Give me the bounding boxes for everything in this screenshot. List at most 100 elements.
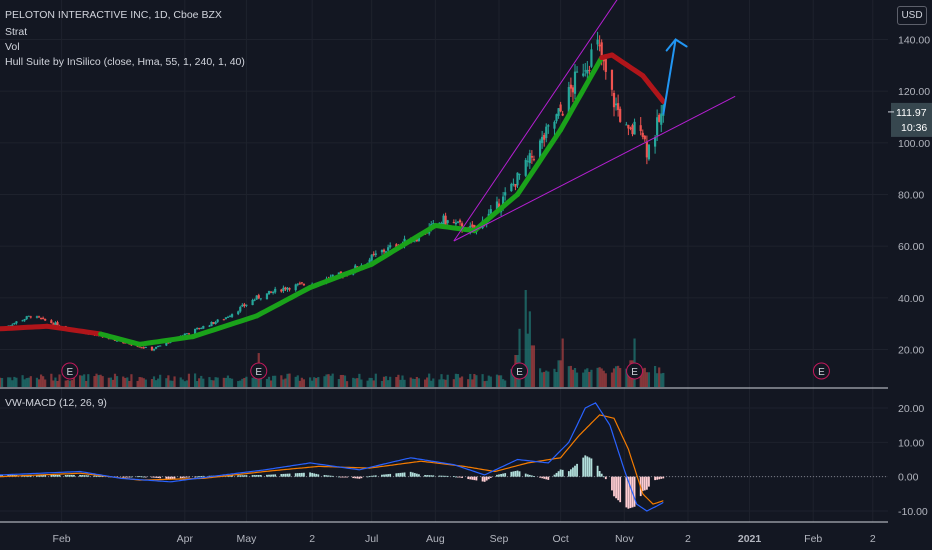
- candle-body: [458, 220, 462, 223]
- candle-body: [395, 244, 398, 249]
- macd-histogram-bar: [346, 476, 348, 478]
- volume-bar: [647, 372, 651, 387]
- candle-body: [11, 324, 14, 326]
- macd-histogram-bar: [485, 476, 488, 481]
- macd-histogram-bar: [518, 471, 521, 477]
- macd-histogram-bar: [354, 476, 357, 479]
- trendline: [453, 0, 618, 242]
- volume-bar: [428, 373, 431, 387]
- legend-symbol[interactable]: PELOTON INTERACTIVE INC, 1D, Cboe BZX: [5, 9, 222, 21]
- candle-body: [284, 287, 287, 290]
- trendline: [453, 95, 736, 242]
- legend-indicator-strat[interactable]: Strat: [5, 26, 28, 38]
- candle-body: [512, 183, 515, 185]
- candle-body: [54, 322, 57, 326]
- macd-histogram-bar: [272, 474, 275, 477]
- candle-body: [442, 215, 445, 225]
- volume-bar: [399, 379, 402, 387]
- macd-histogram-bar: [342, 476, 344, 478]
- volume-bar: [140, 377, 143, 387]
- earnings-label: E: [255, 367, 262, 378]
- macd-histogram-bar: [586, 456, 589, 477]
- macd-histogram-bar: [489, 476, 492, 478]
- volume-bar: [239, 380, 242, 387]
- volume-bar: [198, 378, 201, 387]
- volume-bar: [619, 368, 622, 387]
- macd-histogram-bar: [588, 457, 591, 477]
- volume-bar: [99, 374, 102, 387]
- hull-suite-segment: [307, 261, 375, 290]
- macd-histogram-bar: [259, 475, 262, 477]
- earnings-label: E: [66, 367, 73, 378]
- legend-macd[interactable]: VW-MACD (12, 26, 9): [5, 397, 107, 409]
- currency-button[interactable]: USD: [897, 6, 927, 25]
- candle-body: [228, 316, 232, 318]
- macd-histogram-bar: [615, 476, 617, 499]
- macd-histogram-bar: [1, 474, 3, 477]
- volume-bar: [625, 368, 628, 387]
- earnings-label: E: [516, 367, 523, 378]
- time-axis-tick: Aug: [426, 533, 445, 545]
- volume-bar: [81, 375, 84, 387]
- candle-body: [259, 298, 262, 300]
- volume-bar: [639, 370, 642, 387]
- candle-body: [27, 315, 30, 317]
- volume-bar: [245, 376, 248, 387]
- volume-bar: [545, 370, 548, 387]
- macd-histogram-bar: [411, 472, 414, 477]
- volume-bar: [502, 379, 505, 387]
- macd-histogram-bar: [590, 458, 593, 477]
- volume-bar: [415, 376, 418, 387]
- macd-histogram-bar: [370, 475, 373, 477]
- candle-body: [610, 69, 614, 90]
- candle-body: [600, 42, 603, 61]
- volume-bar: [590, 369, 593, 387]
- volume-bar: [610, 372, 614, 387]
- candle-body: [280, 289, 283, 292]
- macd-histogram-bar: [323, 475, 326, 477]
- volume-bar: [656, 373, 659, 387]
- candle-body: [167, 342, 170, 344]
- volume-bar: [329, 375, 332, 387]
- volume-bar: [331, 373, 334, 387]
- volume-bar: [224, 377, 227, 387]
- candle-body: [432, 223, 435, 225]
- volume-bar: [614, 366, 618, 387]
- volume-bar: [538, 368, 542, 387]
- volume-bar: [107, 377, 110, 387]
- candle-body: [339, 271, 342, 274]
- legend-indicator-hull[interactable]: Hull Suite by InSilico (close, Hma, 55, …: [5, 56, 245, 68]
- price-axis-tick: 80.00: [898, 190, 924, 202]
- macd-histogram-bar: [68, 474, 71, 477]
- macd-histogram-bar: [440, 475, 443, 477]
- candle-body: [29, 316, 32, 318]
- earnings-marker: [812, 362, 830, 380]
- volume-bar: [11, 380, 14, 387]
- macd-histogram-bar: [196, 476, 199, 478]
- macd-axis-tick: 0.00: [898, 472, 919, 484]
- hull-suite-segment: [640, 73, 666, 104]
- macd-histogram-bar: [237, 475, 240, 477]
- macd-histogram-bar: [368, 475, 371, 477]
- candle-body: [212, 322, 215, 324]
- macd-histogram-bar: [52, 474, 55, 477]
- macd-histogram-bar: [399, 472, 402, 477]
- macd-histogram-bar: [561, 469, 564, 477]
- macd-histogram-bar: [516, 470, 519, 477]
- macd-axis-tick: 10.00: [898, 437, 924, 449]
- volume-bar: [387, 380, 390, 387]
- candle-body: [530, 156, 533, 158]
- last-price-value: 111.97: [896, 107, 927, 119]
- legend-indicator-vol[interactable]: Vol: [5, 41, 20, 53]
- candle-body: [337, 272, 340, 276]
- macd-histogram-bar: [648, 476, 650, 487]
- candle-body: [660, 113, 663, 125]
- hull-suite-segment: [369, 223, 438, 267]
- volume-bar: [169, 380, 172, 387]
- macd-histogram-bar: [452, 476, 455, 477]
- macd-histogram-bar: [352, 476, 355, 479]
- macd-histogram-bar: [385, 474, 387, 477]
- macd-histogram-bar: [81, 475, 84, 477]
- time-axis-tick: Jul: [365, 533, 378, 545]
